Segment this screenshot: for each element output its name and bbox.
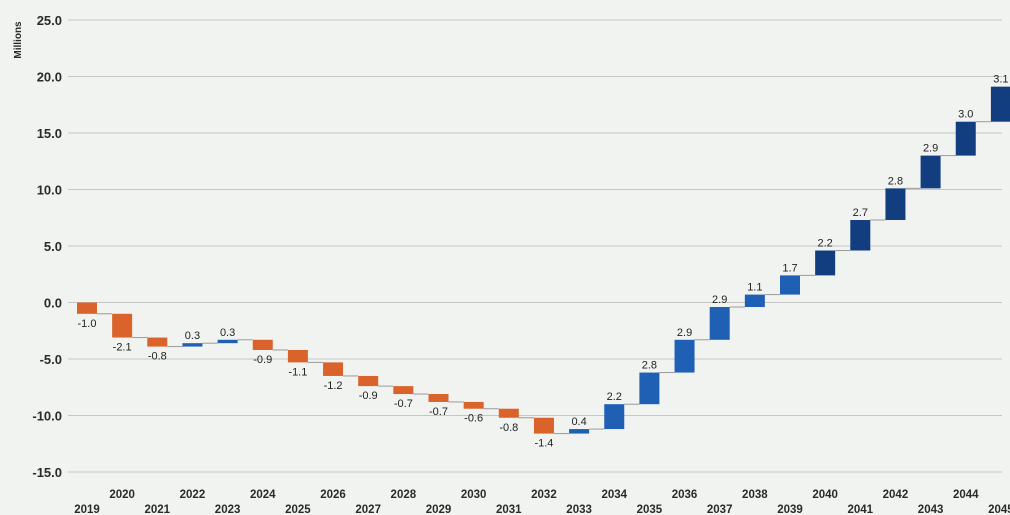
gridlines <box>68 19 1002 473</box>
data-label: 2.9 <box>677 327 692 339</box>
data-label: 2.8 <box>642 360 657 372</box>
bar <box>990 86 1010 122</box>
bar <box>569 429 590 434</box>
bar <box>358 375 379 387</box>
bar <box>780 275 800 295</box>
x-tick-label: 2038 <box>742 489 768 501</box>
connector-lines <box>97 121 991 435</box>
bar <box>112 313 133 338</box>
y-tick-label: 10.0 <box>37 183 62 198</box>
x-tick-label: 2033 <box>566 504 592 515</box>
bar <box>428 394 449 402</box>
y-tick-label: -10.0 <box>32 409 62 424</box>
bar <box>147 337 168 347</box>
data-label: 0.3 <box>220 327 235 339</box>
bar <box>533 417 554 434</box>
bar <box>955 121 976 156</box>
x-tick-label: 2035 <box>637 504 663 515</box>
x-axis-ticks: 2019 2020 2021 2022 2023 2024 2025 2026 2027 2028… <box>74 489 1010 515</box>
x-tick-label: 2024 <box>250 489 276 501</box>
data-label: 1.1 <box>747 282 762 294</box>
x-tick-label: 2025 <box>285 504 311 515</box>
x-tick-label: 2030 <box>461 489 487 501</box>
bar <box>744 294 765 308</box>
data-label: 3.1 <box>993 74 1008 86</box>
x-tick-label: 2026 <box>320 489 346 501</box>
data-label: 1.7 <box>782 262 797 274</box>
data-label: -0.9 <box>253 354 272 366</box>
y-axis-label: Millions <box>13 21 24 59</box>
x-tick-label: 2020 <box>109 489 135 501</box>
data-label: -0.7 <box>394 398 413 410</box>
bar <box>498 408 519 418</box>
x-tick-label: 2019 <box>74 504 100 515</box>
data-label: 2.9 <box>712 294 727 306</box>
y-tick-label: 5.0 <box>44 239 62 254</box>
bar <box>709 307 730 340</box>
data-label: -1.1 <box>288 366 307 378</box>
data-label: 0.3 <box>185 330 200 342</box>
bar <box>885 188 906 221</box>
x-tick-label: 2036 <box>672 489 698 501</box>
data-label: -1.0 <box>78 318 97 330</box>
bar <box>850 220 871 251</box>
x-tick-label: 2044 <box>953 489 979 501</box>
data-label: 2.8 <box>888 175 903 187</box>
data-label: -0.8 <box>148 351 167 363</box>
x-tick-label: 2027 <box>355 504 381 515</box>
x-tick-label: 2040 <box>812 489 838 501</box>
data-label: -0.6 <box>464 413 483 425</box>
y-tick-label: 20.0 <box>37 70 62 85</box>
bar <box>920 155 941 189</box>
y-tick-label: -5.0 <box>40 352 62 367</box>
y-tick-label: 25.0 <box>37 13 62 28</box>
data-label: -0.7 <box>429 406 448 418</box>
y-tick-label: 15.0 <box>37 126 62 141</box>
x-tick-label: 2028 <box>391 489 417 501</box>
bar <box>604 404 625 430</box>
data-label: 2.7 <box>853 207 868 219</box>
bar <box>815 250 836 276</box>
bars <box>77 86 1010 434</box>
x-tick-label: 2034 <box>601 489 627 501</box>
x-tick-label: 2042 <box>883 489 909 501</box>
x-tick-label: 2022 <box>180 489 206 501</box>
x-tick-label: 2043 <box>918 504 944 515</box>
data-label: -2.1 <box>113 342 132 354</box>
x-tick-label: 2023 <box>215 504 241 515</box>
data-label: -1.2 <box>324 380 343 392</box>
bar <box>217 339 238 344</box>
bar <box>674 339 695 373</box>
x-tick-label: 2037 <box>707 504 733 515</box>
y-tick-label: -15.0 <box>32 465 62 480</box>
x-tick-label: 2032 <box>531 489 557 501</box>
data-labels: -1.0 -2.1 -0.8 0.3 0.3 -0.9 -1.1 -1.2 -0.9 -0.7 -0… <box>78 74 1009 450</box>
bar <box>323 362 344 376</box>
bar <box>252 339 273 350</box>
bar <box>77 302 97 314</box>
data-label: 0.4 <box>571 416 586 428</box>
data-label: 2.2 <box>607 391 622 403</box>
data-label: 3.0 <box>958 109 973 121</box>
data-label: -0.9 <box>359 390 378 402</box>
x-tick-label: 2045 <box>988 504 1010 515</box>
data-label: -1.4 <box>534 438 553 450</box>
x-tick-label: 2029 <box>426 504 452 515</box>
data-label: 2.2 <box>818 238 833 250</box>
data-label: -0.8 <box>499 422 518 434</box>
x-tick-label: 2039 <box>777 504 803 515</box>
x-tick-label: 2031 <box>496 504 522 515</box>
data-label: 2.9 <box>923 143 938 155</box>
x-tick-label: 2021 <box>145 504 171 515</box>
x-tick-label: 2041 <box>848 504 874 515</box>
bar <box>182 343 203 347</box>
bar <box>287 349 308 363</box>
y-axis-ticks: 25.0 20.0 15.0 10.0 5.0 0.0 -5.0 -10.0 -15.0 <box>32 13 62 480</box>
bar <box>393 386 414 395</box>
bar <box>639 372 660 405</box>
bar <box>463 401 484 409</box>
y-tick-label: 0.0 <box>44 296 62 311</box>
